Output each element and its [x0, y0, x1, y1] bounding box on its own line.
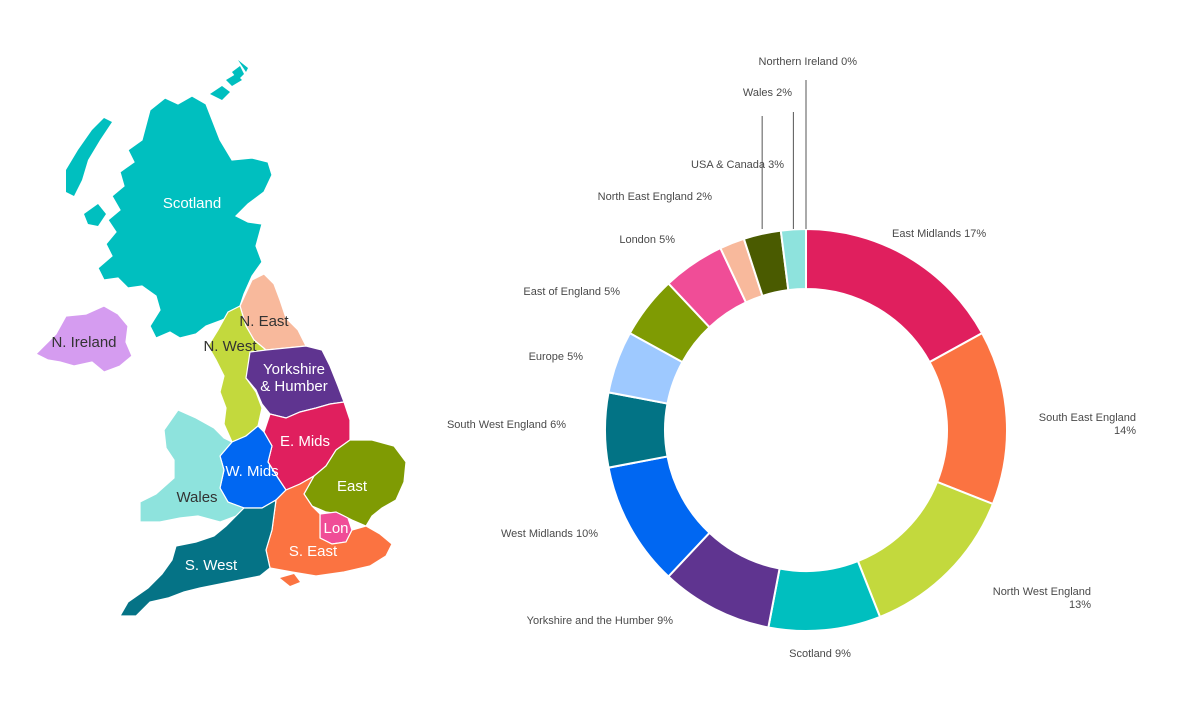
donut-label-yorkshire-and-the-humber: Yorkshire and the Humber 9%	[527, 615, 674, 627]
map-region-s-west	[118, 498, 277, 617]
donut-label-scotland: Scotland 9%	[789, 648, 851, 660]
donut-labels: East Midlands 17% South East England 14% No…	[447, 56, 1136, 660]
donut-label-south-east-england: South East England 14%	[1039, 412, 1136, 437]
map-label-n-ireland: N. Ireland	[51, 334, 116, 351]
map-island-skye	[84, 204, 106, 226]
donut-label-south-west-england: South West England 6%	[447, 419, 566, 431]
map-label-n-east: N. East	[239, 313, 289, 330]
map-label-s-west: S. West	[185, 557, 238, 574]
map-label-n-west: N. West	[203, 338, 257, 355]
map-region-s-east	[265, 474, 393, 577]
map-label-yorkshire: Yorkshire	[263, 361, 325, 378]
map-label-s-east: S. East	[289, 543, 338, 560]
donut-label-northern-ireland: Northern Ireland 0%	[759, 56, 858, 68]
donut-leader-lines	[761, 80, 807, 229]
map-island-hebrides	[66, 118, 112, 196]
donut-slice-east-midlands	[805, 227, 984, 364]
map-island-wight	[280, 574, 300, 586]
map-label-wales: Wales	[176, 489, 217, 506]
map-region-scotland	[97, 95, 273, 339]
donut-slice-north-west-england	[856, 480, 995, 619]
uk-region-map: Scotland N. Ireland N. East N. West York…	[34, 60, 407, 617]
donut-label-usa-canada: USA & Canada 3%	[691, 159, 784, 171]
map-label-w-mids: W. Mids	[225, 463, 278, 480]
map-label-east: East	[337, 478, 368, 495]
donut-label-london: London 5%	[619, 234, 675, 246]
map-label-scotland: Scotland	[163, 195, 221, 212]
donut-label-east-of-england: East of England 5%	[523, 286, 620, 298]
donut-slice-south-east-england	[928, 331, 1008, 506]
donut-chart	[604, 227, 1008, 632]
donut-label-north-west-england: North West England 13%	[993, 586, 1091, 611]
donut-label-north-east-england: North East England 2%	[598, 191, 713, 203]
map-label-e-mids: E. Mids	[280, 433, 330, 450]
donut-slice-south-west-england	[604, 391, 669, 469]
donut-label-europe: Europe 5%	[529, 351, 584, 363]
map-region-n-ireland	[34, 305, 133, 373]
map-region-wales	[139, 409, 246, 523]
map-island-shetland	[232, 60, 248, 80]
map-label-london: Lon	[323, 520, 348, 537]
donut-label-west-midlands: West Midlands 10%	[501, 528, 598, 540]
donut-label-wales: Wales 2%	[743, 87, 792, 99]
donut-label-east-midlands: East Midlands 17%	[892, 228, 986, 240]
donut-slice-wales	[779, 227, 807, 292]
map-island-orkney	[210, 74, 242, 100]
map-label-humber: & Humber	[260, 378, 328, 395]
